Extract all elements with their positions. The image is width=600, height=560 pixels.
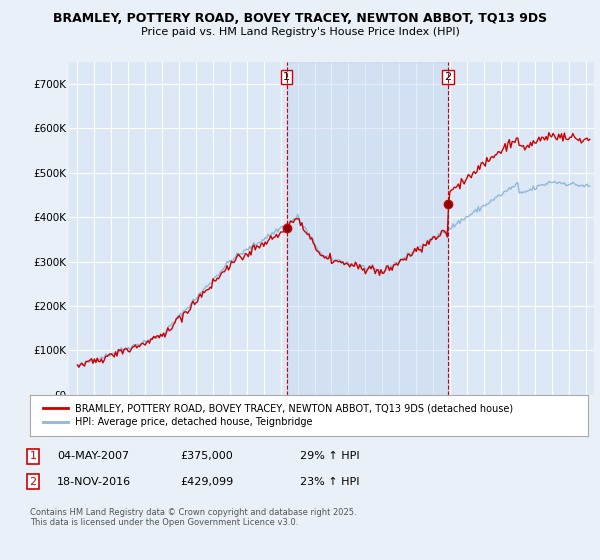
Text: 2: 2 (29, 477, 37, 487)
Text: 18-NOV-2016: 18-NOV-2016 (57, 477, 131, 487)
Text: 29% ↑ HPI: 29% ↑ HPI (300, 451, 359, 461)
Text: BRAMLEY, POTTERY ROAD, BOVEY TRACEY, NEWTON ABBOT, TQ13 9DS: BRAMLEY, POTTERY ROAD, BOVEY TRACEY, NEW… (53, 12, 547, 25)
Text: £429,099: £429,099 (180, 477, 233, 487)
Text: 2: 2 (445, 72, 452, 82)
Bar (287, 62, 448, 395)
Text: £375,000: £375,000 (180, 451, 233, 461)
Text: 23% ↑ HPI: 23% ↑ HPI (300, 477, 359, 487)
Text: 1: 1 (29, 451, 37, 461)
Text: Contains HM Land Registry data © Crown copyright and database right 2025.
This d: Contains HM Land Registry data © Crown c… (30, 508, 356, 528)
Text: 04-MAY-2007: 04-MAY-2007 (57, 451, 129, 461)
Text: 1: 1 (283, 72, 290, 82)
Legend: BRAMLEY, POTTERY ROAD, BOVEY TRACEY, NEWTON ABBOT, TQ13 9DS (detached house), HP: BRAMLEY, POTTERY ROAD, BOVEY TRACEY, NEW… (40, 400, 517, 431)
Text: Price paid vs. HM Land Registry's House Price Index (HPI): Price paid vs. HM Land Registry's House … (140, 27, 460, 37)
